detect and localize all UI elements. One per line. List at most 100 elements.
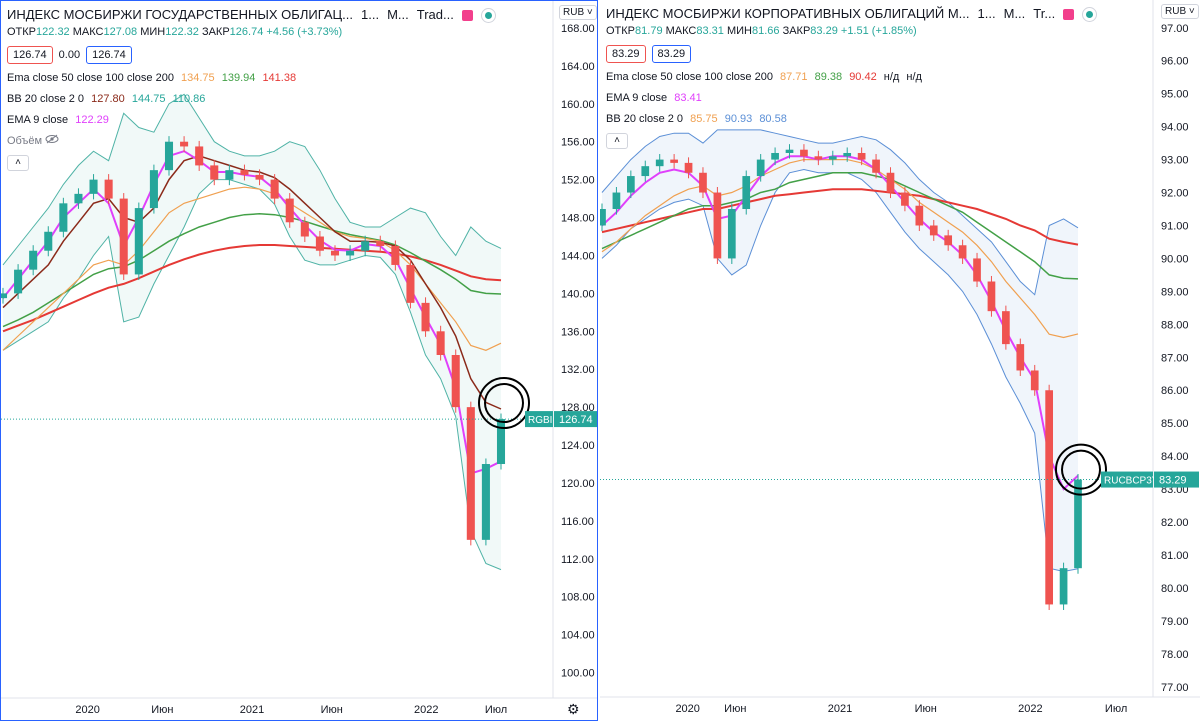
right-chart-pane[interactable]: 97.00 96.00 95.00 94.00 93.00 92.00 91.00 90.00… [600, 0, 1200, 721]
candle-body[interactable] [872, 159, 880, 173]
right-interval[interactable]: 1... [977, 6, 996, 21]
candle-body[interactable] [210, 165, 219, 180]
candle-body[interactable] [406, 264, 415, 303]
annotation-circle-inner[interactable] [1061, 449, 1101, 490]
candle-body[interactable] [180, 141, 189, 147]
ema100-line[interactable] [2, 213, 502, 328]
left-exchange[interactable]: М... [387, 7, 409, 22]
candle-body[interactable] [29, 250, 38, 270]
candle-body[interactable] [481, 464, 490, 540]
candle-body[interactable] [843, 152, 852, 157]
candle-body[interactable] [240, 170, 249, 175]
left-ema-multi-legend[interactable]: Ema close 50 close 100 close 200 134.75 … [7, 71, 496, 86]
candle-body[interactable] [944, 235, 953, 246]
candle-body[interactable] [727, 209, 736, 259]
currency-button[interactable]: RUB ˅ [1161, 4, 1199, 19]
ema200-line[interactable] [601, 188, 1079, 246]
eye-crossed-icon[interactable] [45, 134, 59, 147]
candle-body[interactable] [391, 245, 400, 265]
candle-body[interactable] [600, 209, 606, 226]
candle-body[interactable] [699, 172, 707, 193]
candle-body[interactable] [929, 225, 938, 236]
candle-body[interactable] [119, 198, 128, 275]
candle-body[interactable] [1016, 344, 1025, 371]
sell-price-box[interactable]: 126.74 [7, 46, 53, 64]
candle-body[interactable] [1002, 311, 1010, 345]
candle-body[interactable] [612, 192, 621, 210]
candle-body[interactable] [973, 258, 981, 282]
candle-body[interactable] [451, 355, 460, 408]
ema9-line[interactable] [601, 155, 1079, 491]
candle-body[interactable] [330, 250, 340, 256]
collapse-legend-button[interactable]: ˄ [606, 133, 628, 149]
annotation-circle-inner[interactable] [484, 383, 524, 424]
left-ema9-legend[interactable]: EMA 9 close 122.29 [7, 113, 496, 128]
candle-body[interactable] [684, 162, 693, 173]
candle-body[interactable] [285, 198, 294, 223]
candle-body[interactable] [857, 152, 866, 160]
left-symbol-title[interactable]: ИНДЕКС МОСБИРЖИ ГОСУДАРСТВЕННЫХ ОБЛИГАЦ.… [7, 7, 353, 22]
candle-body[interactable] [466, 407, 475, 540]
candle-body[interactable] [436, 331, 445, 355]
candle-body[interactable] [958, 245, 967, 259]
candle-body[interactable] [713, 192, 722, 259]
left-bb-legend[interactable]: BB 20 close 2 0 127.80 144.75 110.86 [7, 92, 496, 107]
candle-body[interactable] [670, 159, 678, 163]
left-interval[interactable]: 1... [361, 7, 380, 22]
candle-body[interactable] [1074, 479, 1082, 569]
candle-body[interactable] [800, 149, 808, 157]
right-symbol-title[interactable]: ИНДЕКС МОСБИРЖИ КОРПОРАТИВНЫХ ОБЛИГАЦИЙ … [606, 6, 970, 21]
bb-basis-line[interactable] [2, 155, 502, 410]
collapse-legend-button[interactable]: ˄ [7, 155, 29, 171]
right-bb-legend[interactable]: BB 20 close 2 0 85.75 90.93 80.58 [606, 112, 1097, 127]
candle-body[interactable] [828, 156, 837, 160]
right-exchange[interactable]: М... [1003, 6, 1026, 21]
candle-body[interactable] [1, 293, 8, 299]
candle-body[interactable] [915, 205, 924, 226]
candle-body[interactable] [59, 203, 68, 232]
buy-price-box[interactable]: 83.29 [651, 45, 692, 63]
annotation-circle-outer[interactable] [1055, 443, 1107, 496]
candle-body[interactable] [195, 146, 204, 166]
candle-body[interactable] [901, 192, 909, 206]
heart-icon[interactable] [1063, 8, 1075, 20]
market-status-icon[interactable] [1082, 6, 1098, 22]
candle-body[interactable] [987, 281, 996, 312]
candle-body[interactable] [1059, 568, 1068, 605]
right-ema-multi-legend[interactable]: Ema close 50 close 100 close 200 87.71 8… [606, 70, 1097, 85]
bb-upper-line[interactable] [2, 93, 502, 266]
candle-body[interactable] [886, 172, 895, 193]
candle-body[interactable] [315, 236, 324, 251]
rgbi-chart[interactable]: 168.00 164.00 160.00 156.00 152.00 148.00 144.… [1, 1, 598, 721]
currency-button[interactable]: RUB ˅ [559, 5, 597, 20]
candle-body[interactable] [785, 149, 794, 153]
candle-body[interactable] [164, 141, 174, 171]
candle-body[interactable] [300, 222, 309, 237]
candle-body[interactable] [641, 166, 650, 177]
candle-body[interactable] [496, 419, 506, 465]
candle-body[interactable] [74, 193, 83, 204]
candle-body[interactable] [346, 250, 355, 256]
left-chart-pane[interactable]: 168.00 164.00 160.00 156.00 152.00 148.00 144.… [0, 0, 598, 721]
market-status-icon[interactable] [480, 7, 496, 23]
candle-body[interactable] [376, 241, 385, 246]
ema50-line[interactable] [601, 159, 1079, 339]
left-source[interactable]: Trad... [416, 7, 454, 22]
rucbcp3y-chart[interactable]: 97.00 96.00 95.00 94.00 93.00 92.00 91.00 90.00… [600, 0, 1200, 721]
candle-body[interactable] [134, 208, 143, 275]
bb-lower-line[interactable] [2, 179, 502, 571]
volume-legend[interactable]: Объём [7, 134, 496, 149]
candle-body[interactable] [814, 156, 823, 160]
heart-icon[interactable] [461, 9, 473, 21]
candle-body[interactable] [756, 159, 765, 177]
candle-body[interactable] [655, 159, 664, 167]
candle-body[interactable] [742, 176, 751, 210]
candle-body[interactable] [225, 170, 234, 180]
right-ema9-legend[interactable]: EMA 9 close 83.41 [606, 91, 1097, 106]
candle-body[interactable] [270, 179, 279, 199]
candle-body[interactable] [361, 241, 370, 251]
ema50-line[interactable] [2, 186, 502, 351]
candle-body[interactable] [1045, 390, 1054, 605]
settings-gear-icon[interactable]: ⚙ [567, 701, 580, 717]
buy-price-box[interactable]: 126.74 [86, 46, 132, 64]
